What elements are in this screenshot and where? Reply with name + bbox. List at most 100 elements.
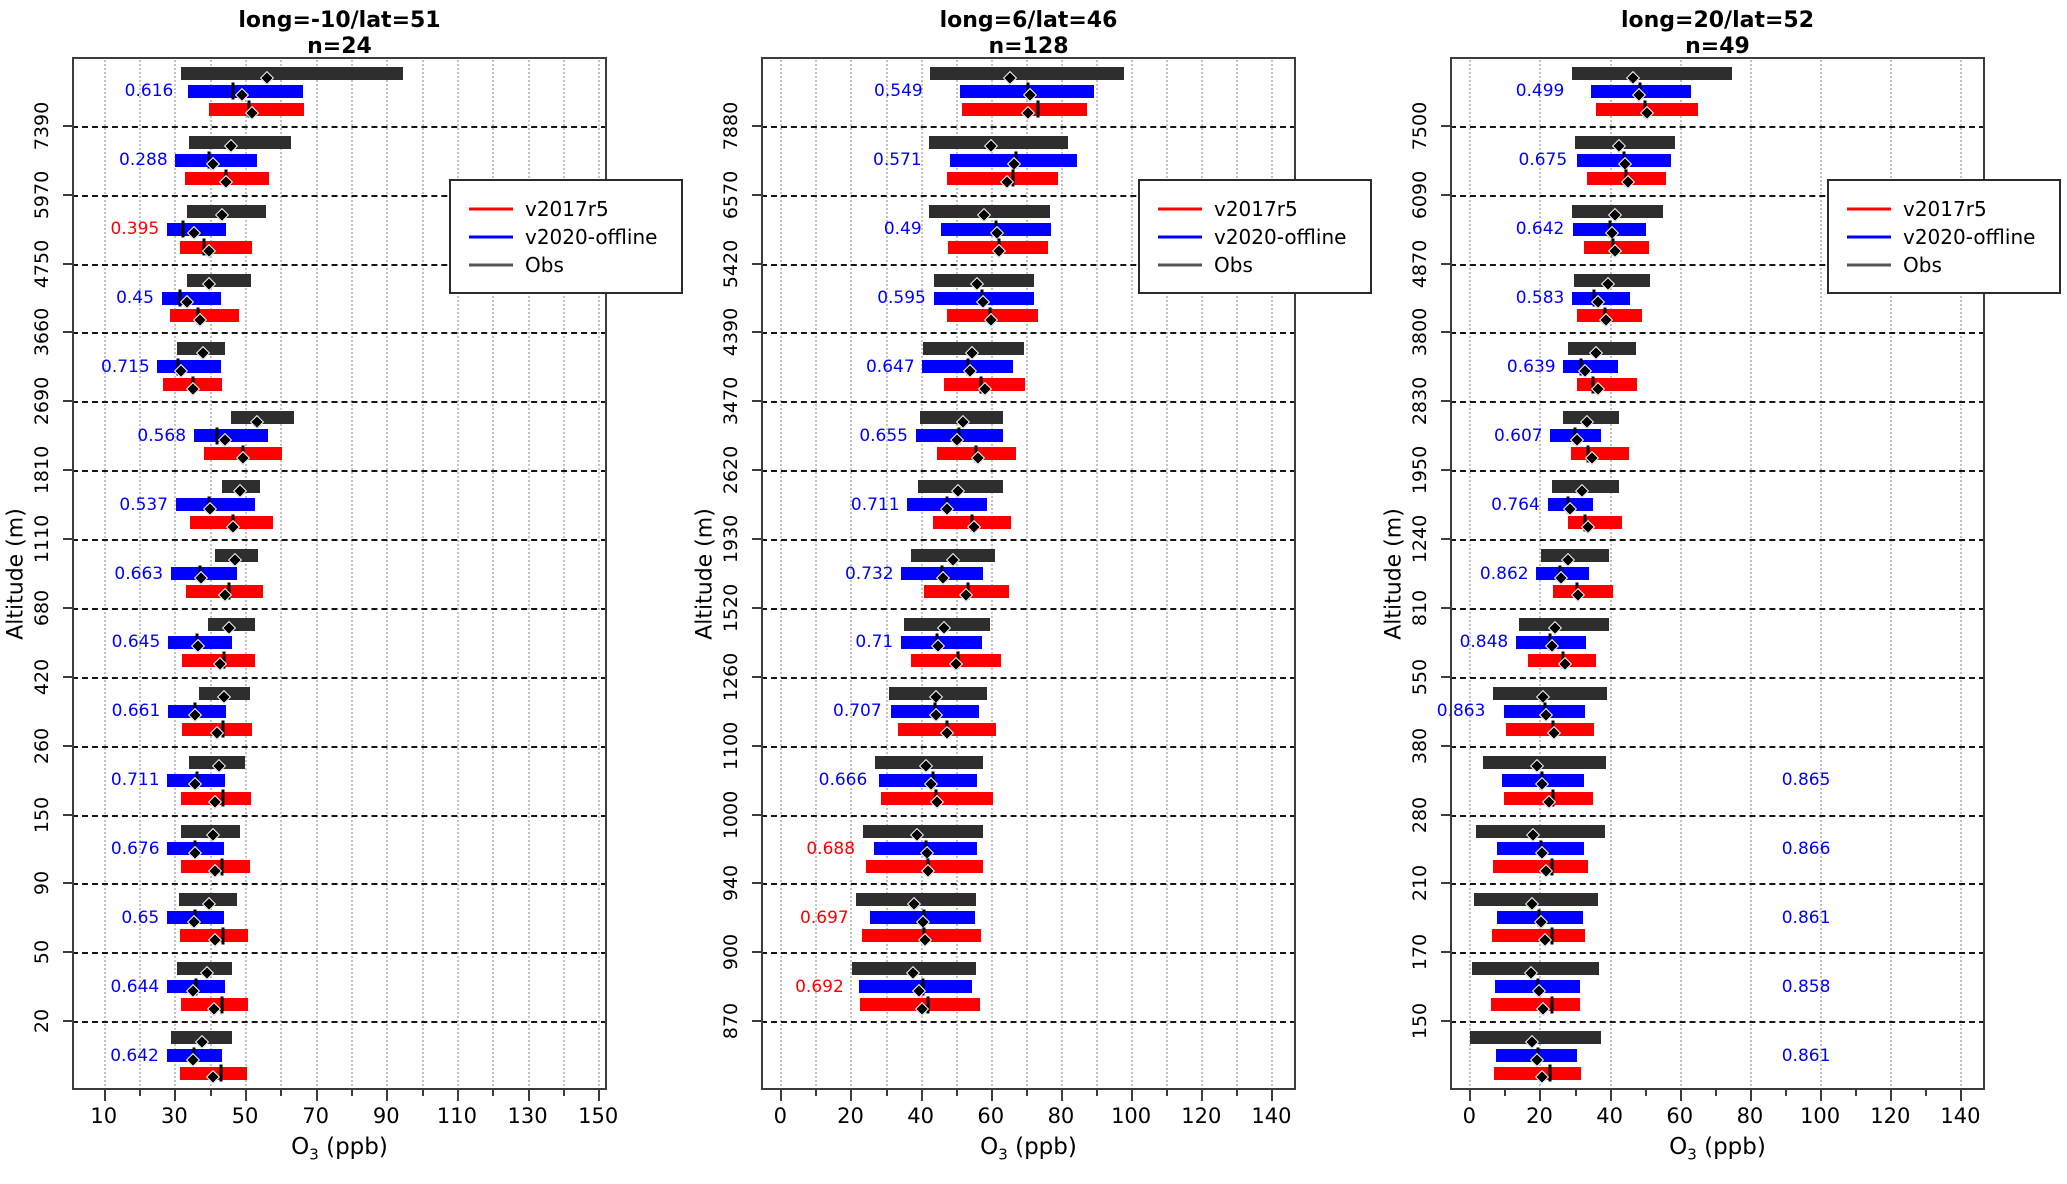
x-axis-tick-label: 110 bbox=[436, 1104, 477, 1128]
panel-subtitle: n=24 bbox=[307, 34, 372, 59]
x-axis-tick bbox=[1820, 1090, 1823, 1101]
median-line bbox=[178, 289, 182, 307]
x-axis-tick-label: 80 bbox=[1047, 1104, 1075, 1128]
y-axis-tick-label: 210 bbox=[1409, 865, 1431, 902]
median-line bbox=[1550, 996, 1554, 1014]
bin-separator-line bbox=[1450, 194, 1985, 197]
y-axis-tick bbox=[752, 606, 761, 609]
correlation-label: 0.644 bbox=[110, 976, 160, 997]
correlation-label: 0.688 bbox=[806, 838, 856, 859]
gridline-vertical bbox=[1131, 57, 1134, 1090]
bin-separator-line bbox=[1450, 814, 1985, 817]
x-axis-minor-tick bbox=[1855, 1090, 1858, 1096]
bin-separator-line bbox=[1450, 263, 1985, 266]
median-line bbox=[215, 427, 219, 445]
x-axis-minor-tick bbox=[492, 1090, 495, 1096]
v2020-offline-bar bbox=[157, 360, 221, 374]
correlation-label: 0.675 bbox=[1518, 150, 1568, 171]
y-axis-tick-label: 2830 bbox=[1409, 377, 1431, 426]
x-axis-tick bbox=[850, 1090, 853, 1101]
x-axis-tick-label: 150 bbox=[578, 1104, 619, 1128]
x-axis-minor-tick bbox=[1785, 1090, 1788, 1096]
gridline-vertical bbox=[315, 57, 318, 1090]
median-line bbox=[219, 1064, 223, 1082]
y-axis-tick-label: 7500 bbox=[1409, 101, 1431, 151]
legend-box: v2017r5 v2020-offline Obs bbox=[449, 179, 683, 294]
gridline-vertical bbox=[350, 57, 353, 1090]
legend-swatch-v2020-offline bbox=[469, 235, 513, 239]
x-axis-tick bbox=[598, 1090, 601, 1101]
obs-bar bbox=[930, 67, 1124, 81]
correlation-label: 0.288 bbox=[119, 150, 168, 171]
bin-separator-line bbox=[72, 332, 607, 335]
x-axis-tick bbox=[103, 1090, 106, 1101]
y-axis-tick bbox=[63, 262, 72, 265]
gridline-vertical bbox=[103, 57, 106, 1090]
y-axis-title: Altitude (m) bbox=[692, 507, 718, 640]
gridline-vertical bbox=[1201, 57, 1204, 1090]
bin-separator-line bbox=[761, 539, 1296, 542]
y-axis-tick-label: 50 bbox=[31, 940, 53, 965]
legend-swatch-v2017r5 bbox=[469, 207, 513, 211]
median-line bbox=[221, 927, 225, 945]
y-axis-tick bbox=[63, 193, 72, 196]
x-axis-tick bbox=[174, 1090, 177, 1101]
panel-title: long=-10/lat=51 bbox=[238, 8, 441, 33]
legend-box: v2017r5 v2020-offline Obs bbox=[1827, 179, 2061, 294]
gridline-vertical bbox=[1820, 57, 1823, 1090]
median-line bbox=[220, 858, 224, 876]
x-axis-minor-tick bbox=[1236, 1090, 1239, 1096]
correlation-label: 0.697 bbox=[800, 907, 849, 928]
correlation-label: 0.862 bbox=[1479, 563, 1529, 584]
bin-separator-line bbox=[1450, 470, 1985, 473]
x-axis-tick bbox=[456, 1090, 459, 1101]
correlation-label: 0.583 bbox=[1515, 288, 1565, 309]
bin-separator-line bbox=[1450, 952, 1985, 955]
x-axis-tick bbox=[386, 1090, 389, 1101]
x-axis-tick-label: 20 bbox=[837, 1104, 864, 1128]
correlation-label: 0.549 bbox=[874, 81, 923, 102]
median-line bbox=[231, 82, 235, 100]
y-axis-tick-label: 810 bbox=[1409, 589, 1431, 627]
x-axis-title: O3 (ppb) bbox=[291, 1134, 388, 1164]
obs-bar bbox=[1476, 824, 1605, 838]
correlation-label: 0.395 bbox=[110, 219, 160, 240]
y-axis-tick-label: 280 bbox=[1409, 796, 1431, 833]
correlation-label: 0.711 bbox=[110, 770, 160, 791]
legend-swatch-v2017r5 bbox=[1847, 207, 1891, 211]
bin-separator-line bbox=[761, 607, 1296, 610]
y-axis-tick bbox=[63, 1020, 72, 1023]
x-axis-title-sub: 3 bbox=[998, 1145, 1008, 1164]
bin-separator-line bbox=[72, 401, 607, 404]
median-line bbox=[220, 996, 224, 1014]
bin-separator-line bbox=[1450, 607, 1985, 610]
correlation-label: 0.676 bbox=[110, 838, 160, 859]
y-axis-tick-label: 4390 bbox=[720, 308, 742, 357]
x-axis-tick-label: 10 bbox=[90, 1104, 118, 1128]
correlation-label: 0.595 bbox=[877, 288, 926, 309]
x-axis-title-sub: 3 bbox=[309, 1145, 319, 1164]
x-axis-tick-label: 60 bbox=[977, 1104, 1005, 1128]
x-axis-minor-tick bbox=[1925, 1090, 1928, 1096]
gridline-vertical bbox=[885, 57, 888, 1090]
panel-title: long=20/lat=52 bbox=[1620, 8, 1815, 33]
x-axis-tick-label: 90 bbox=[372, 1104, 400, 1128]
bin-separator-line bbox=[761, 332, 1296, 335]
x-axis-tick-label: 40 bbox=[907, 1104, 934, 1128]
y-axis-tick bbox=[1441, 675, 1450, 678]
v2017r5-bar bbox=[1491, 998, 1581, 1012]
bin-separator-line bbox=[72, 194, 607, 197]
y-axis-tick-label: 5970 bbox=[31, 170, 53, 219]
x-axis-tick bbox=[1271, 1090, 1274, 1101]
bin-separator-line bbox=[761, 401, 1296, 404]
y-axis-tick-label: 1520 bbox=[720, 583, 742, 633]
x-axis-tick bbox=[1060, 1090, 1063, 1101]
obs-bar bbox=[1518, 617, 1609, 631]
y-axis-tick bbox=[752, 262, 761, 265]
median-line bbox=[1036, 100, 1040, 118]
gridline-vertical bbox=[1166, 57, 1169, 1090]
y-axis-tick bbox=[1441, 124, 1450, 127]
x-axis-minor-tick bbox=[421, 1090, 424, 1096]
correlation-label: 0.571 bbox=[873, 150, 922, 171]
x-axis-tick-label: 60 bbox=[1666, 1104, 1694, 1128]
